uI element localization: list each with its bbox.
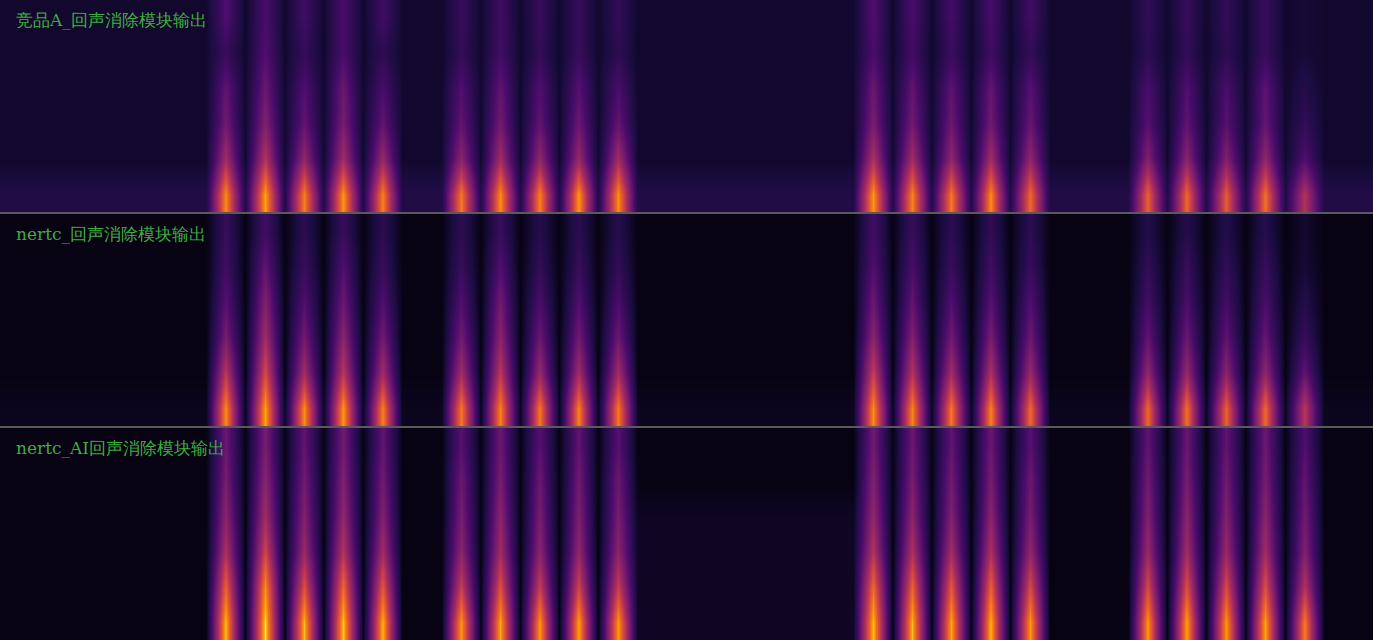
svg-text:nertc_AI回声消除模块输出: nertc_AI回声消除模块输出 [16, 438, 225, 458]
svg-text:竞品A_回声消除模块输出: 竞品A_回声消除模块输出 [16, 10, 207, 30]
svg-text:nertc_回声消除模块输出: nertc_回声消除模块输出 [16, 224, 206, 244]
